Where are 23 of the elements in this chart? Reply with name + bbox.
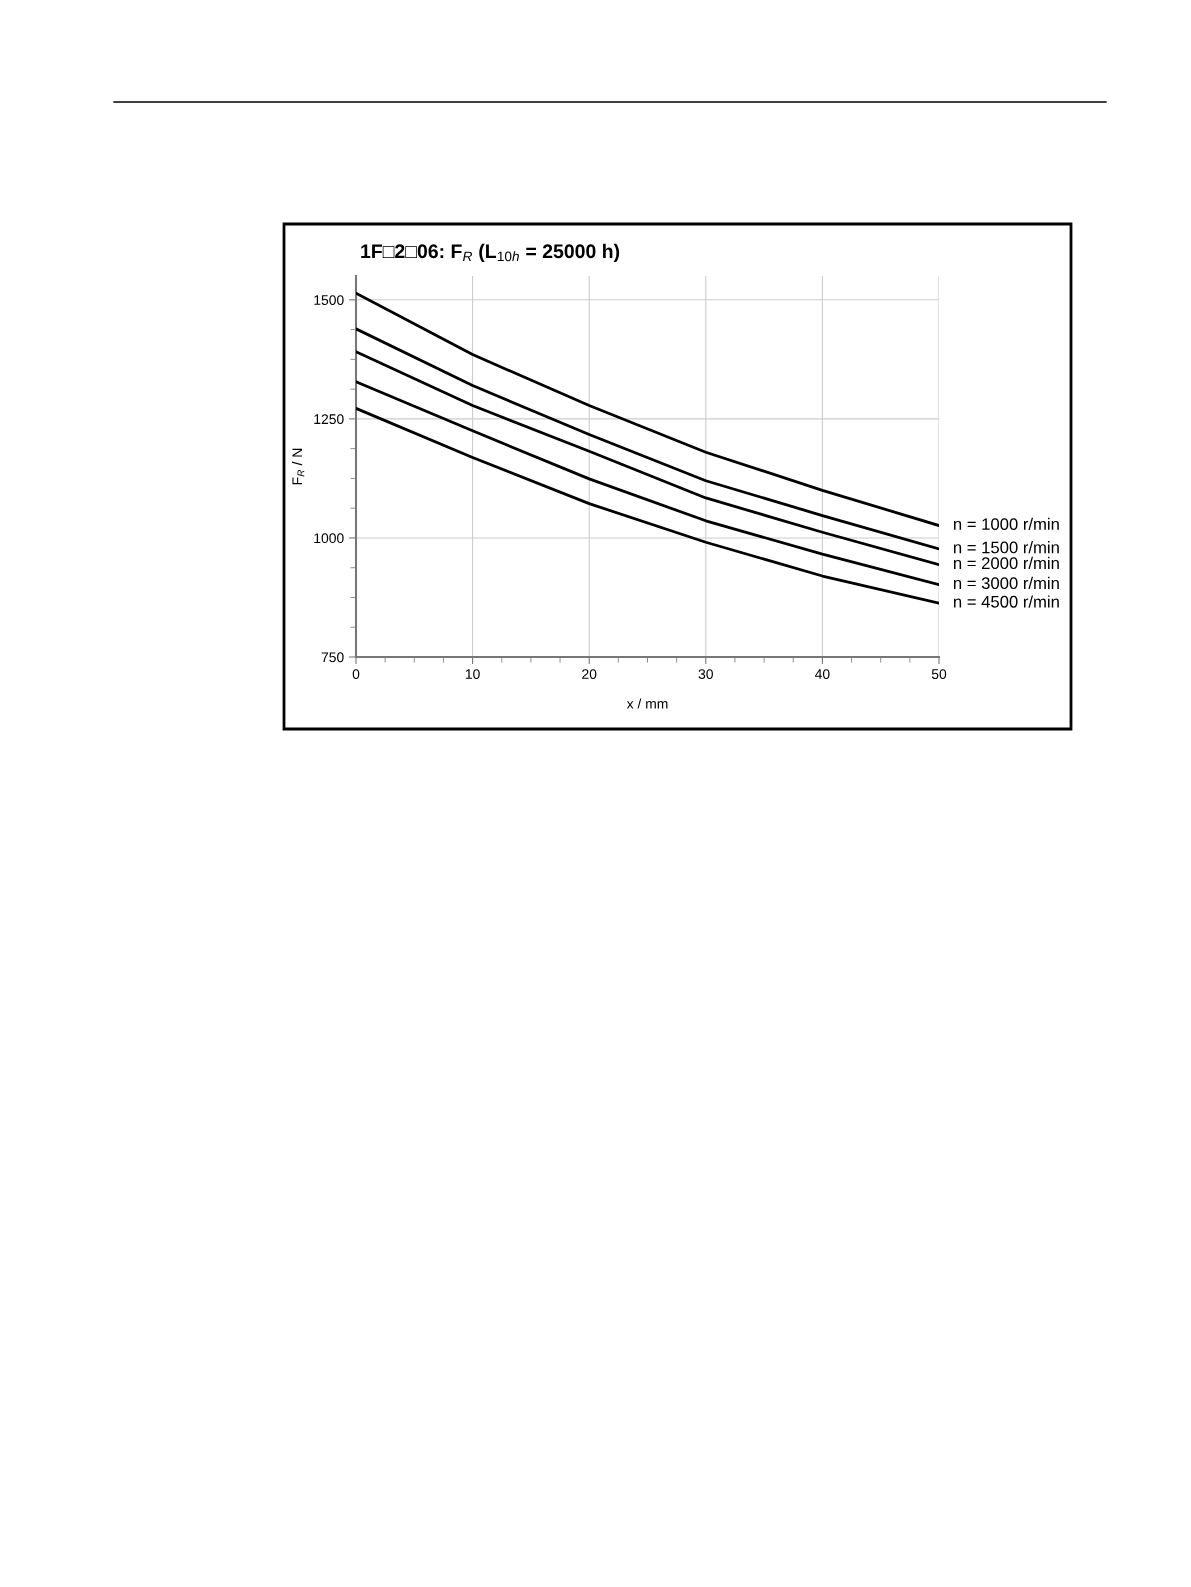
x-tick-label: 30 <box>698 669 713 680</box>
chart-title: 1F□2□06: F$_{R}$ (L$_{10h}$ = 25000 h) <box>361 243 620 262</box>
line-series <box>356 407 939 605</box>
line-series <box>356 327 939 551</box>
y-tick-label: 1000 <box>314 533 344 544</box>
y-tick-label: 1500 <box>314 295 344 305</box>
x-axis-title: x / mm <box>626 698 668 709</box>
y-tick-label: 750 <box>321 652 344 663</box>
x-tick-label: 0 <box>352 669 360 680</box>
y-axis-title: F$_{R}$ / N <box>291 448 305 485</box>
line-series <box>356 291 939 527</box>
series-label: n = 3000 r/min <box>954 576 1059 590</box>
x-tick-label: 20 <box>582 669 597 680</box>
series-label: n = 1000 r/min <box>954 517 1059 531</box>
series-label: n = 4500 r/min <box>954 595 1059 608</box>
series-label: n = 1500 r/min <box>954 541 1059 554</box>
x-tick-label: 40 <box>815 669 830 680</box>
x-tick-label: 50 <box>931 669 947 680</box>
y-tick-label: 1250 <box>314 414 344 425</box>
line-series <box>356 350 939 566</box>
line-series <box>356 380 939 586</box>
series-label: n = 2000 r/min <box>954 556 1059 570</box>
x-tick-label: 10 <box>465 669 480 680</box>
